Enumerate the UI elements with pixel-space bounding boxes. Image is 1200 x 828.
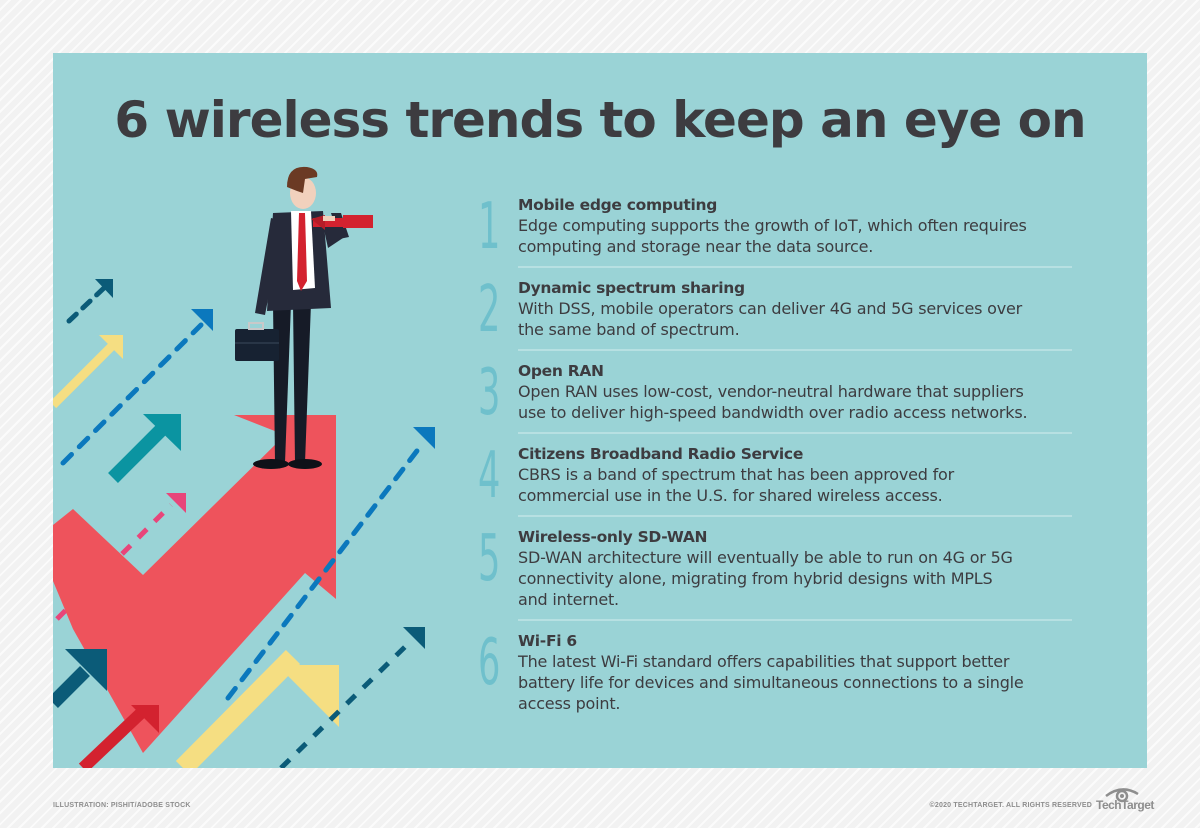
divider [518,266,1072,268]
trend-item-1: 1 Mobile edge computing Edge computing s… [478,190,1118,264]
trend-heading: Wireless-only SD-WAN [518,528,708,546]
growth-arrow-icon [53,415,336,753]
trend-number: 3 [478,356,501,430]
dashed-arrow-icon [66,284,108,324]
infographic-panel: 6 wireless trends to keep an eye on [53,53,1147,768]
trend-description-line: Open RAN uses low-cost, vendor-neutral h… [518,382,1024,401]
trend-item-5: 5 Wireless-only SD-WAN SD-WAN architectu… [478,527,1118,610]
trend-heading: Citizens Broadband Radio Service [518,445,804,463]
techtarget-eye-icon [1105,788,1139,803]
trend-item-2: 2 Dynamic spectrum sharing With DSS, mob… [478,273,1118,347]
trend-description-line: and internet. [518,590,619,609]
trend-description-line: commercial use in the U.S. for shared wi… [518,486,943,505]
trend-item-4: 4 Citizens Broadband Radio Service CBRS … [478,439,1118,513]
divider [518,515,1072,517]
trends-list: 1 Mobile edge computing Edge computing s… [478,195,1118,714]
trend-description-line: access point. [518,694,621,713]
techtarget-logo[interactable]: TechTarget [1096,798,1154,812]
page-title: 6 wireless trends to keep an eye on [114,91,1086,149]
divider [518,432,1072,434]
trend-number: 2 [478,273,501,347]
trend-description-line: With DSS, mobile operators can deliver 4… [518,299,1023,318]
trend-description-line: CBRS is a band of spectrum that has been… [518,465,955,484]
trend-description-line: connectivity alone, migrating from hybri… [518,569,993,588]
trend-heading: Mobile edge computing [518,196,717,214]
trend-number: 5 [478,522,501,596]
trend-description-line: use to deliver high-speed bandwidth over… [518,403,1028,422]
trend-description-line: SD-WAN architecture will eventually be a… [518,548,1013,567]
trend-description-line: computing and storage near the data sour… [518,237,874,256]
copyright-notice: ©2020 TECHTARGET. ALL RIGHTS RESERVED [929,802,1092,809]
trend-description-line: the same band of spectrum. [518,320,740,339]
trend-number: 6 [478,626,501,700]
trend-heading: Wi-Fi 6 [518,632,577,650]
trend-heading: Open RAN [518,362,604,380]
businessman-arrows-illustration [53,166,435,768]
trend-item-3: 3 Open RAN Open RAN uses low-cost, vendo… [478,356,1118,430]
trend-description-line: Edge computing supports the growth of Io… [518,216,1027,235]
trend-number: 4 [478,439,501,513]
trend-description-line: The latest Wi-Fi standard offers capabil… [518,652,1010,671]
trend-description-line: battery life for devices and simultaneou… [518,673,1024,692]
businessman-icon [235,166,373,469]
trend-number: 1 [478,190,501,264]
divider [518,619,1072,621]
illustration-credit: ILLUSTRATION: PISHIT/ADOBE STOCK [53,802,191,809]
divider [518,349,1072,351]
trend-item-6: 6 Wi-Fi 6 The latest Wi-Fi standard offe… [478,631,1118,714]
trend-heading: Dynamic spectrum sharing [518,279,745,297]
